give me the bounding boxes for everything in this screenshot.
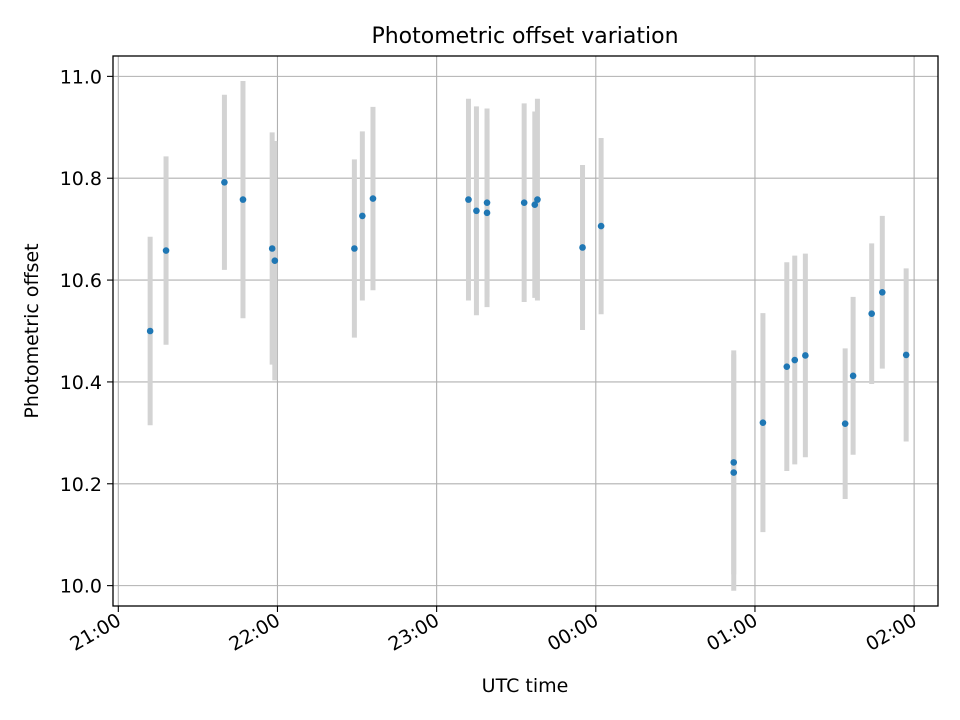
data-point — [759, 419, 767, 426]
data-point — [483, 199, 491, 206]
data-point — [783, 363, 791, 370]
data-point — [791, 356, 799, 364]
data-point — [534, 196, 541, 203]
data-point — [531, 201, 539, 209]
data-point — [579, 244, 586, 251]
y-tick-label: 10.0 — [60, 576, 102, 598]
gridlines — [113, 56, 938, 606]
data-point — [902, 351, 910, 359]
data-point — [473, 207, 480, 215]
data-points — [146, 178, 910, 476]
data-point — [730, 469, 738, 476]
chart-title: Photometric offset variation — [371, 24, 678, 49]
data-point — [868, 310, 875, 317]
y-tick-label: 10.8 — [60, 168, 102, 190]
data-point — [146, 327, 154, 335]
data-point — [597, 222, 605, 230]
data-point — [849, 372, 857, 380]
data-point — [221, 178, 228, 186]
y-tick-label: 10.4 — [60, 372, 102, 394]
data-point — [841, 420, 849, 427]
data-point — [520, 199, 528, 206]
data-point — [359, 212, 366, 220]
data-point — [465, 196, 472, 203]
data-point — [483, 209, 491, 217]
data-point — [162, 247, 170, 254]
x-axis-label: UTC time — [482, 675, 569, 697]
y-tick-label: 10.6 — [60, 270, 102, 292]
y-tick-label: 11.0 — [60, 66, 102, 88]
data-point — [351, 245, 358, 252]
data-point — [802, 352, 809, 359]
data-point — [268, 245, 276, 252]
data-point — [730, 459, 738, 466]
y-axis-ticks: 10.0 10.2 10.4 10.6 10.8 11.0 — [60, 66, 113, 598]
y-tick-label: 10.2 — [60, 474, 102, 496]
data-point — [369, 195, 377, 202]
data-point — [239, 196, 247, 203]
data-point — [878, 288, 886, 296]
y-axis-label: Photometric offset — [21, 243, 43, 418]
data-point — [271, 257, 279, 265]
plot-frame — [112, 55, 939, 607]
